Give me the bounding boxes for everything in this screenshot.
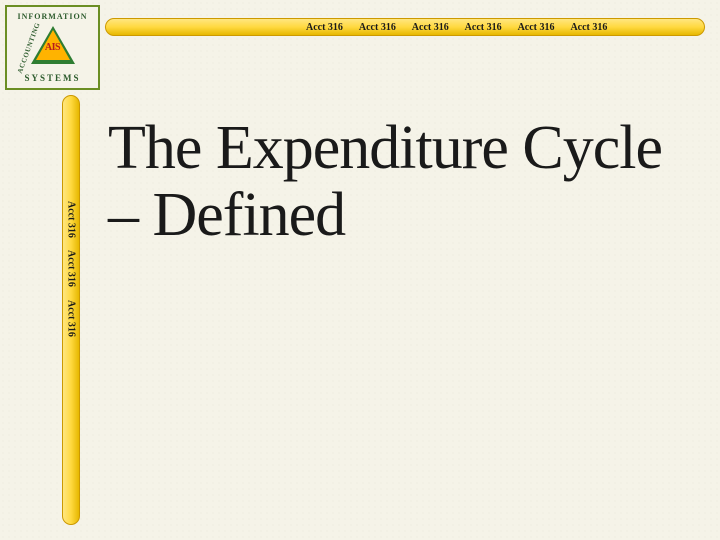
side-bar-segment: Acct 316 bbox=[66, 250, 77, 287]
top-bar-segment: Acct 316 bbox=[359, 22, 396, 33]
top-bar-text: Acct 316 Acct 316 Acct 316 Acct 316 Acct… bbox=[306, 22, 621, 33]
side-bar-segment: Acct 316 bbox=[66, 300, 77, 337]
top-bar-segment: Acct 316 bbox=[465, 22, 502, 33]
side-bar-segment: Acct 316 bbox=[66, 201, 77, 238]
slide-title: The Expenditure Cycle – Defined bbox=[108, 115, 680, 249]
background-texture bbox=[0, 0, 720, 540]
logo-arc-bottom-text: SYSTEMS bbox=[24, 73, 80, 83]
top-bar-segment: Acct 316 bbox=[306, 22, 343, 33]
top-accent-bar: Acct 316 Acct 316 Acct 316 Acct 316 Acct… bbox=[105, 18, 705, 36]
logo-container: INFORMATION ACCOUNTING AIS SYSTEMS bbox=[5, 5, 100, 90]
side-bar-text: Acct 316 Acct 316 Acct 316 bbox=[66, 201, 77, 347]
side-accent-bar: Acct 316 Acct 316 Acct 316 bbox=[62, 95, 80, 525]
logo-center-text: AIS bbox=[45, 42, 60, 53]
logo-arc-top-text: INFORMATION bbox=[18, 12, 88, 21]
logo-inner: INFORMATION ACCOUNTING AIS SYSTEMS bbox=[10, 10, 95, 85]
top-bar-segment: Acct 316 bbox=[570, 22, 607, 33]
top-bar-segment: Acct 316 bbox=[412, 22, 449, 33]
top-bar-segment: Acct 316 bbox=[518, 22, 555, 33]
